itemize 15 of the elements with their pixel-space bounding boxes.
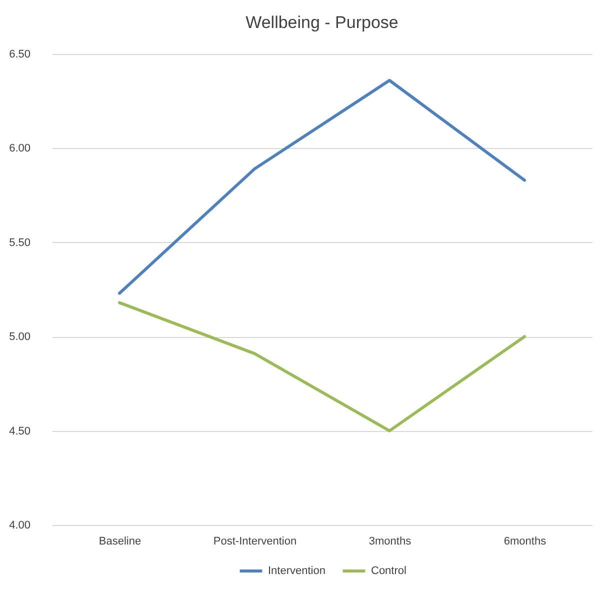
x-tick-label: Post-Intervention bbox=[213, 536, 297, 548]
line-series bbox=[118, 78, 526, 295]
y-tick-label: 5.50 bbox=[9, 236, 30, 249]
y-tick-label: 6.00 bbox=[9, 142, 30, 155]
y-tick-label: 6.50 bbox=[9, 48, 30, 60]
x-tick-label: 6months bbox=[504, 536, 547, 548]
chart-title: Wellbeing - Purpose bbox=[246, 13, 398, 32]
y-tick-label: 5.00 bbox=[9, 331, 30, 344]
legend-label: Control bbox=[371, 565, 406, 577]
legend-label: Intervention bbox=[268, 565, 326, 577]
x-tick-label: 3months bbox=[368, 536, 412, 548]
y-tick-label: 4.50 bbox=[9, 425, 30, 438]
x-tick-label: Baseline bbox=[98, 536, 142, 548]
y-tick-label: 4.00 bbox=[9, 520, 30, 532]
line-series bbox=[118, 301, 526, 432]
